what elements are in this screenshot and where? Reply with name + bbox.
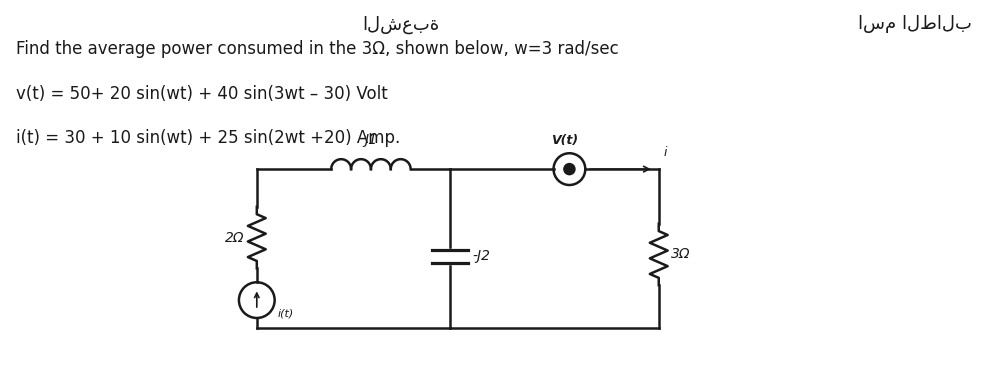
Text: 2Ω: 2Ω [225, 231, 245, 245]
Circle shape [563, 163, 575, 175]
Text: الشعبة: الشعبة [362, 15, 439, 34]
Text: J1: J1 [364, 133, 377, 147]
Text: V(t): V(t) [550, 134, 578, 147]
Text: 3Ω: 3Ω [669, 248, 689, 262]
Text: i: i [663, 146, 667, 159]
Text: Find the average power consumed in the 3Ω, shown below, w=3 rad/sec: Find the average power consumed in the 3… [16, 40, 618, 58]
Text: -J2: -J2 [471, 249, 490, 263]
Text: i(t): i(t) [277, 308, 294, 318]
Text: v(t) = 50+ 20 sin(wt) + 40 sin(3wt – 30) Volt: v(t) = 50+ 20 sin(wt) + 40 sin(3wt – 30)… [16, 85, 387, 103]
Text: اسم الطالب: اسم الطالب [857, 15, 970, 33]
Text: i(t) = 30 + 10 sin(wt) + 25 sin(2wt +20) Amp.: i(t) = 30 + 10 sin(wt) + 25 sin(2wt +20)… [16, 130, 399, 148]
